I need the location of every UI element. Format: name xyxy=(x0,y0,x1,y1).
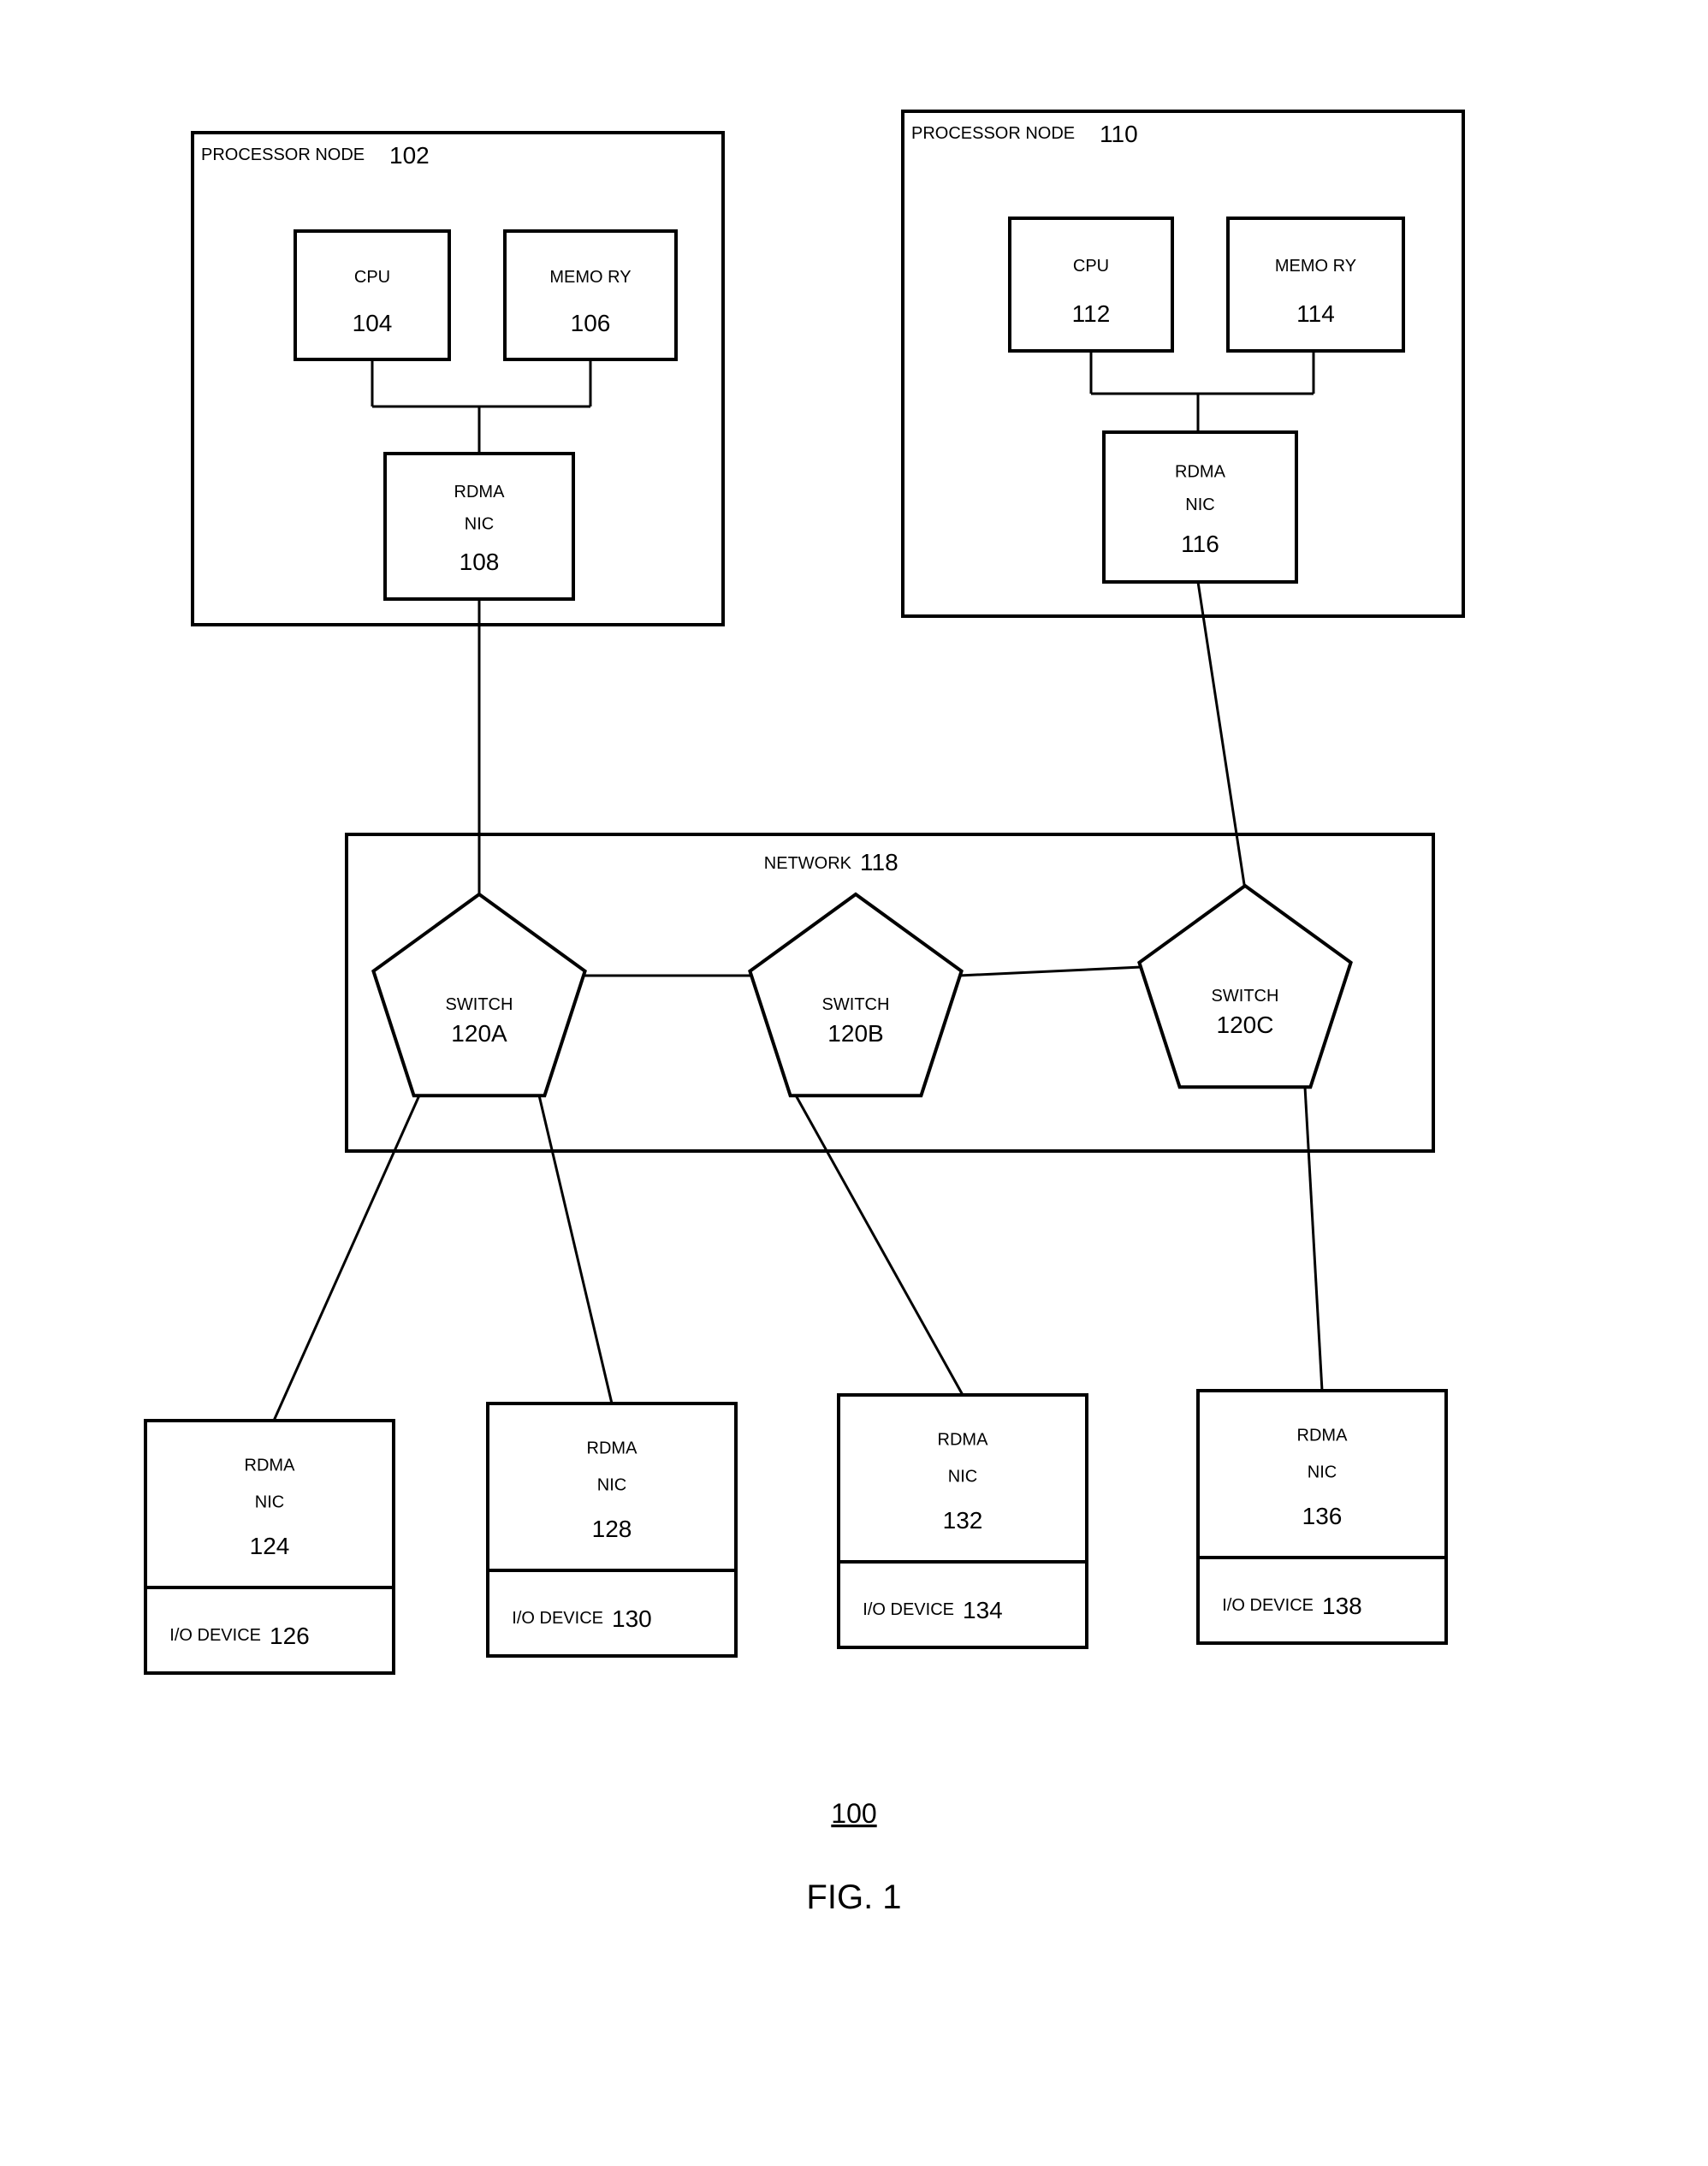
switch-num: 120B xyxy=(827,1020,883,1047)
diagram-svg: PROCESSOR NODE 102 CPU 104 MEMO RY 106 RDMA NIC… xyxy=(0,0,1708,2166)
node-switch120A: SWITCH 120A xyxy=(373,894,584,1095)
box-label-3: 116 xyxy=(1181,531,1219,557)
connection-line xyxy=(1305,1087,1322,1391)
node-io130: I/O DEVICE 130 xyxy=(488,1570,736,1656)
box-label-3: 132 xyxy=(943,1507,983,1534)
io-label: I/O DEVICE xyxy=(169,1626,261,1645)
io-num: 138 xyxy=(1322,1593,1362,1619)
switch-num: 120C xyxy=(1217,1012,1274,1038)
box-label-1: MEMO RY xyxy=(549,268,631,287)
container-title: PROCESSOR NODE xyxy=(201,145,365,164)
connection-line xyxy=(959,967,1142,976)
box-label-2: NIC xyxy=(465,514,494,533)
box-label-2: NIC xyxy=(1185,496,1214,514)
box-label-3: 136 xyxy=(1302,1503,1343,1529)
box-label-1: RDMA xyxy=(1297,1427,1349,1445)
node-io134: I/O DEVICE 134 xyxy=(839,1562,1087,1647)
container-num: 118 xyxy=(860,849,898,875)
io-num: 130 xyxy=(612,1605,652,1632)
box-label-2: 104 xyxy=(353,310,393,336)
io-label: I/O DEVICE xyxy=(1222,1596,1314,1615)
node-cpu104: CPU 104 xyxy=(295,231,449,359)
box-label-3: 124 xyxy=(250,1533,290,1559)
box-label-2: NIC xyxy=(597,1475,626,1494)
box-label-1: MEMO RY xyxy=(1275,257,1356,276)
switch-label: SWITCH xyxy=(446,995,513,1014)
node-nic132: RDMA NIC 132 xyxy=(839,1395,1087,1562)
node-proc102: PROCESSOR NODE 102 xyxy=(193,133,723,625)
io-label: I/O DEVICE xyxy=(512,1609,603,1628)
node-nic128: RDMA NIC 128 xyxy=(488,1403,736,1570)
node-switch120C: SWITCH 120C xyxy=(1139,886,1350,1087)
node-nic124: RDMA NIC 124 xyxy=(145,1421,394,1587)
box-label-1: RDMA xyxy=(454,483,506,501)
connection-line xyxy=(539,1095,612,1403)
box-label-3: 108 xyxy=(460,549,500,575)
io-label: I/O DEVICE xyxy=(863,1600,954,1619)
node-switch120B: SWITCH 120B xyxy=(750,894,961,1095)
node-io138: I/O DEVICE 138 xyxy=(1198,1558,1446,1643)
box-label-2: 106 xyxy=(571,310,611,336)
container-num: 110 xyxy=(1100,121,1138,147)
box-label-1: RDMA xyxy=(245,1457,296,1475)
box-label-1: CPU xyxy=(354,268,390,287)
box-label-2: NIC xyxy=(255,1492,284,1511)
box-label-2: 112 xyxy=(1072,300,1111,327)
box-label-2: NIC xyxy=(1308,1463,1337,1481)
figure-id: 100 xyxy=(831,1798,876,1829)
box-label-2: 114 xyxy=(1296,300,1335,327)
node-nic116: RDMA NIC 116 xyxy=(1104,432,1296,582)
connection-line xyxy=(1198,582,1245,890)
switch-label: SWITCH xyxy=(1212,987,1279,1006)
switch-num: 120A xyxy=(451,1020,507,1047)
node-mem114: MEMO RY 114 xyxy=(1228,218,1403,351)
box-label-1: RDMA xyxy=(1175,463,1226,482)
box-label-1: RDMA xyxy=(938,1431,989,1450)
io-num: 134 xyxy=(963,1597,1003,1623)
box-label-3: 128 xyxy=(592,1516,632,1542)
node-nic108: RDMA NIC 108 xyxy=(385,454,573,599)
node-mem106: MEMO RY 106 xyxy=(505,231,676,359)
container-title: PROCESSOR NODE xyxy=(911,124,1075,143)
box-label-1: CPU xyxy=(1073,257,1109,276)
container-num: 102 xyxy=(389,142,430,169)
node-io126: I/O DEVICE 126 xyxy=(145,1587,394,1673)
node-nic136: RDMA NIC 136 xyxy=(1198,1391,1446,1558)
node-cpu112: CPU 112 xyxy=(1010,218,1172,351)
connection-line xyxy=(796,1095,963,1395)
box-label-1: RDMA xyxy=(587,1439,638,1458)
container-title: NETWORK xyxy=(764,854,852,873)
switch-label: SWITCH xyxy=(822,995,890,1014)
figure-caption: FIG. 1 xyxy=(806,1878,901,1916)
io-num: 126 xyxy=(270,1623,310,1649)
box-label-2: NIC xyxy=(948,1467,977,1486)
